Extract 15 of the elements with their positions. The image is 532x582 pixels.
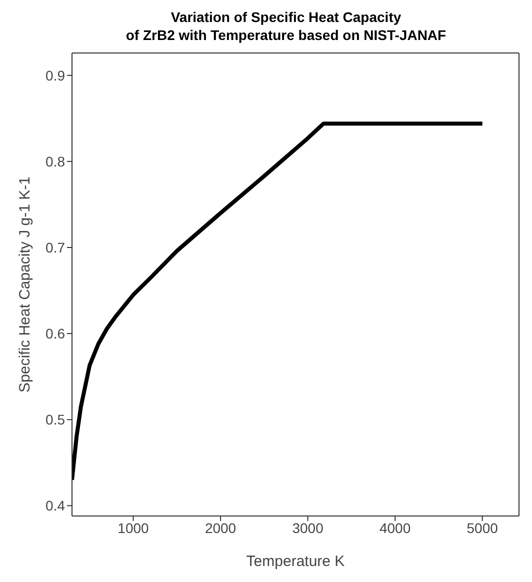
y-tick-label: 0.9 (46, 67, 66, 84)
y-tick-label: 0.7 (46, 239, 66, 256)
line-series (72, 122, 484, 482)
x-tick-label: 1000 (118, 520, 150, 536)
y-tick-label: 0.8 (46, 153, 66, 170)
x-tick-label: 2000 (204, 520, 236, 536)
y-axis-title: Specific Heat Capacity J g-1 K-1 (16, 176, 34, 392)
x-tick-label: 3000 (292, 520, 324, 536)
y-tick-label: 0.5 (46, 412, 66, 428)
x-axis-title: Temperature K (246, 553, 345, 570)
y-tick-label: 0.6 (46, 326, 66, 342)
chart-title: Variation of Specific Heat Capacity of ZrB2 with Temperature based on NIST-JANAF (124, 8, 448, 44)
y-tick-label: 0.4 (46, 498, 66, 514)
x-tick-label: 4000 (380, 520, 411, 536)
x-tick-label: 5000 (466, 520, 498, 536)
